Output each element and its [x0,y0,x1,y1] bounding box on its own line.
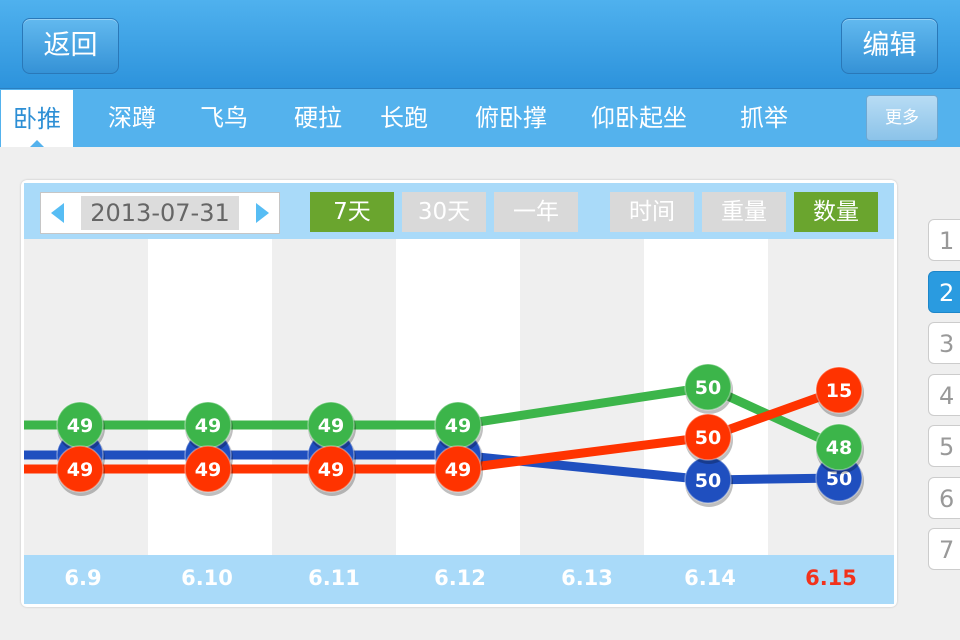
data-point: 49 [56,401,105,452]
day-stripe [396,239,520,555]
data-label: 49 [195,459,221,481]
chart-panel: 2013-07-31 7天 30天 一年 时间 重量 数量 6.9 6.10 6.1… [21,180,897,607]
data-point: 15 [815,366,864,417]
chart-toolbar: 2013-07-31 7天 30天 一年 时间 重量 数量 [24,183,894,239]
date-picker: 2013-07-31 [40,192,280,234]
plot-area [24,239,894,555]
header-bar: 返回 编辑 [0,0,960,89]
data-point: 50 [684,456,733,507]
data-point: 49 [307,401,356,452]
tab-long-run[interactable]: 长跑 [380,104,428,132]
tab-sit-up[interactable]: 仰卧起坐 [591,104,687,132]
data-point: 49 [434,401,483,452]
prev-date-icon[interactable] [51,203,64,223]
x-tick-label: 6.11 [308,566,360,590]
x-tick-label: 6.14 [684,566,736,590]
metric-weight-button[interactable]: 重量 [702,192,786,232]
data-label: 48 [826,437,852,459]
x-tick-label: 6.15 [805,566,857,590]
page-5-button[interactable]: 5 [928,425,960,467]
page-4-button[interactable]: 4 [928,373,960,416]
page-1-button[interactable]: 1 [928,219,960,261]
data-label: 50 [695,377,721,399]
data-point: 49 [184,401,233,452]
data-point: 49 [184,445,233,496]
data-label: 49 [445,415,471,437]
x-axis: 6.9 6.10 6.11 6.12 6.13 6.14 6.15 [24,555,894,604]
x-tick-label: 6.12 [434,566,486,590]
data-label: 49 [318,459,344,481]
data-point: 49 [307,445,356,496]
next-date-icon[interactable] [256,203,269,223]
tab-deadlift[interactable]: 硬拉 [294,104,342,132]
data-label: 50 [826,468,852,490]
page-2-button[interactable]: 2 [928,270,960,313]
data-label: 50 [695,470,721,492]
data-label: 49 [195,415,221,437]
page-3-button[interactable]: 3 [928,322,960,364]
tab-snatch[interactable]: 抓举 [740,104,788,132]
data-label: 15 [826,380,852,402]
day-stripe [148,239,272,555]
data-point: 49 [434,445,483,496]
range-30-days-button[interactable]: 30天 [402,192,486,232]
x-tick-label: 6.9 [64,566,102,590]
data-label: 49 [318,415,344,437]
more-button[interactable]: 更多 [866,95,938,141]
data-point: 50 [684,413,733,464]
page-7-button[interactable]: 7 [928,528,960,570]
data-label: 50 [695,427,721,449]
range-year-button[interactable]: 一年 [494,192,578,232]
data-point: 50 [684,363,733,414]
back-button[interactable]: 返回 [22,18,119,74]
page-6-button[interactable]: 6 [928,476,960,519]
metric-count-button[interactable]: 数量 [794,192,878,232]
exercise-tab-bar: 卧推 深蹲 飞鸟 硬拉 长跑 俯卧撑 仰卧起坐 抓举 更多 [0,89,960,147]
tab-push-up[interactable]: 俯卧撑 [475,104,547,132]
edit-button[interactable]: 编辑 [841,18,938,74]
metric-time-button[interactable]: 时间 [610,192,694,232]
date-display[interactable]: 2013-07-31 [81,196,239,230]
tab-fly[interactable]: 飞鸟 [200,104,248,132]
range-7-days-button[interactable]: 7天 [310,192,394,232]
x-tick-label: 6.10 [181,566,233,590]
line-chart: 494949495050494949495048494949495015 [24,363,864,507]
data-label: 49 [67,459,93,481]
data-label: 49 [445,459,471,481]
data-point: 48 [815,423,864,474]
x-tick-label: 6.13 [561,566,613,590]
data-label: 49 [67,415,93,437]
data-point: 49 [56,445,105,496]
tab-squat[interactable]: 深蹲 [108,104,156,132]
tab-bench-press[interactable]: 卧推 [1,90,73,147]
